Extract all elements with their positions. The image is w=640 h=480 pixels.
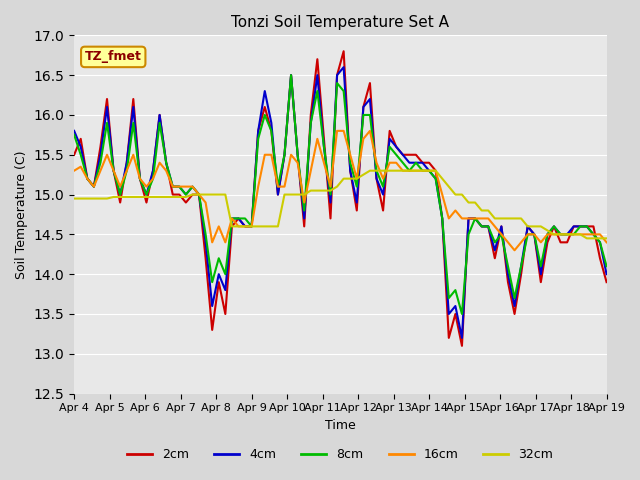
X-axis label: Time: Time	[325, 419, 356, 432]
Legend: 2cm, 4cm, 8cm, 16cm, 32cm: 2cm, 4cm, 8cm, 16cm, 32cm	[122, 443, 558, 466]
Y-axis label: Soil Temperature (C): Soil Temperature (C)	[15, 150, 28, 279]
Text: TZ_fmet: TZ_fmet	[85, 50, 141, 63]
Title: Tonzi Soil Temperature Set A: Tonzi Soil Temperature Set A	[231, 15, 449, 30]
